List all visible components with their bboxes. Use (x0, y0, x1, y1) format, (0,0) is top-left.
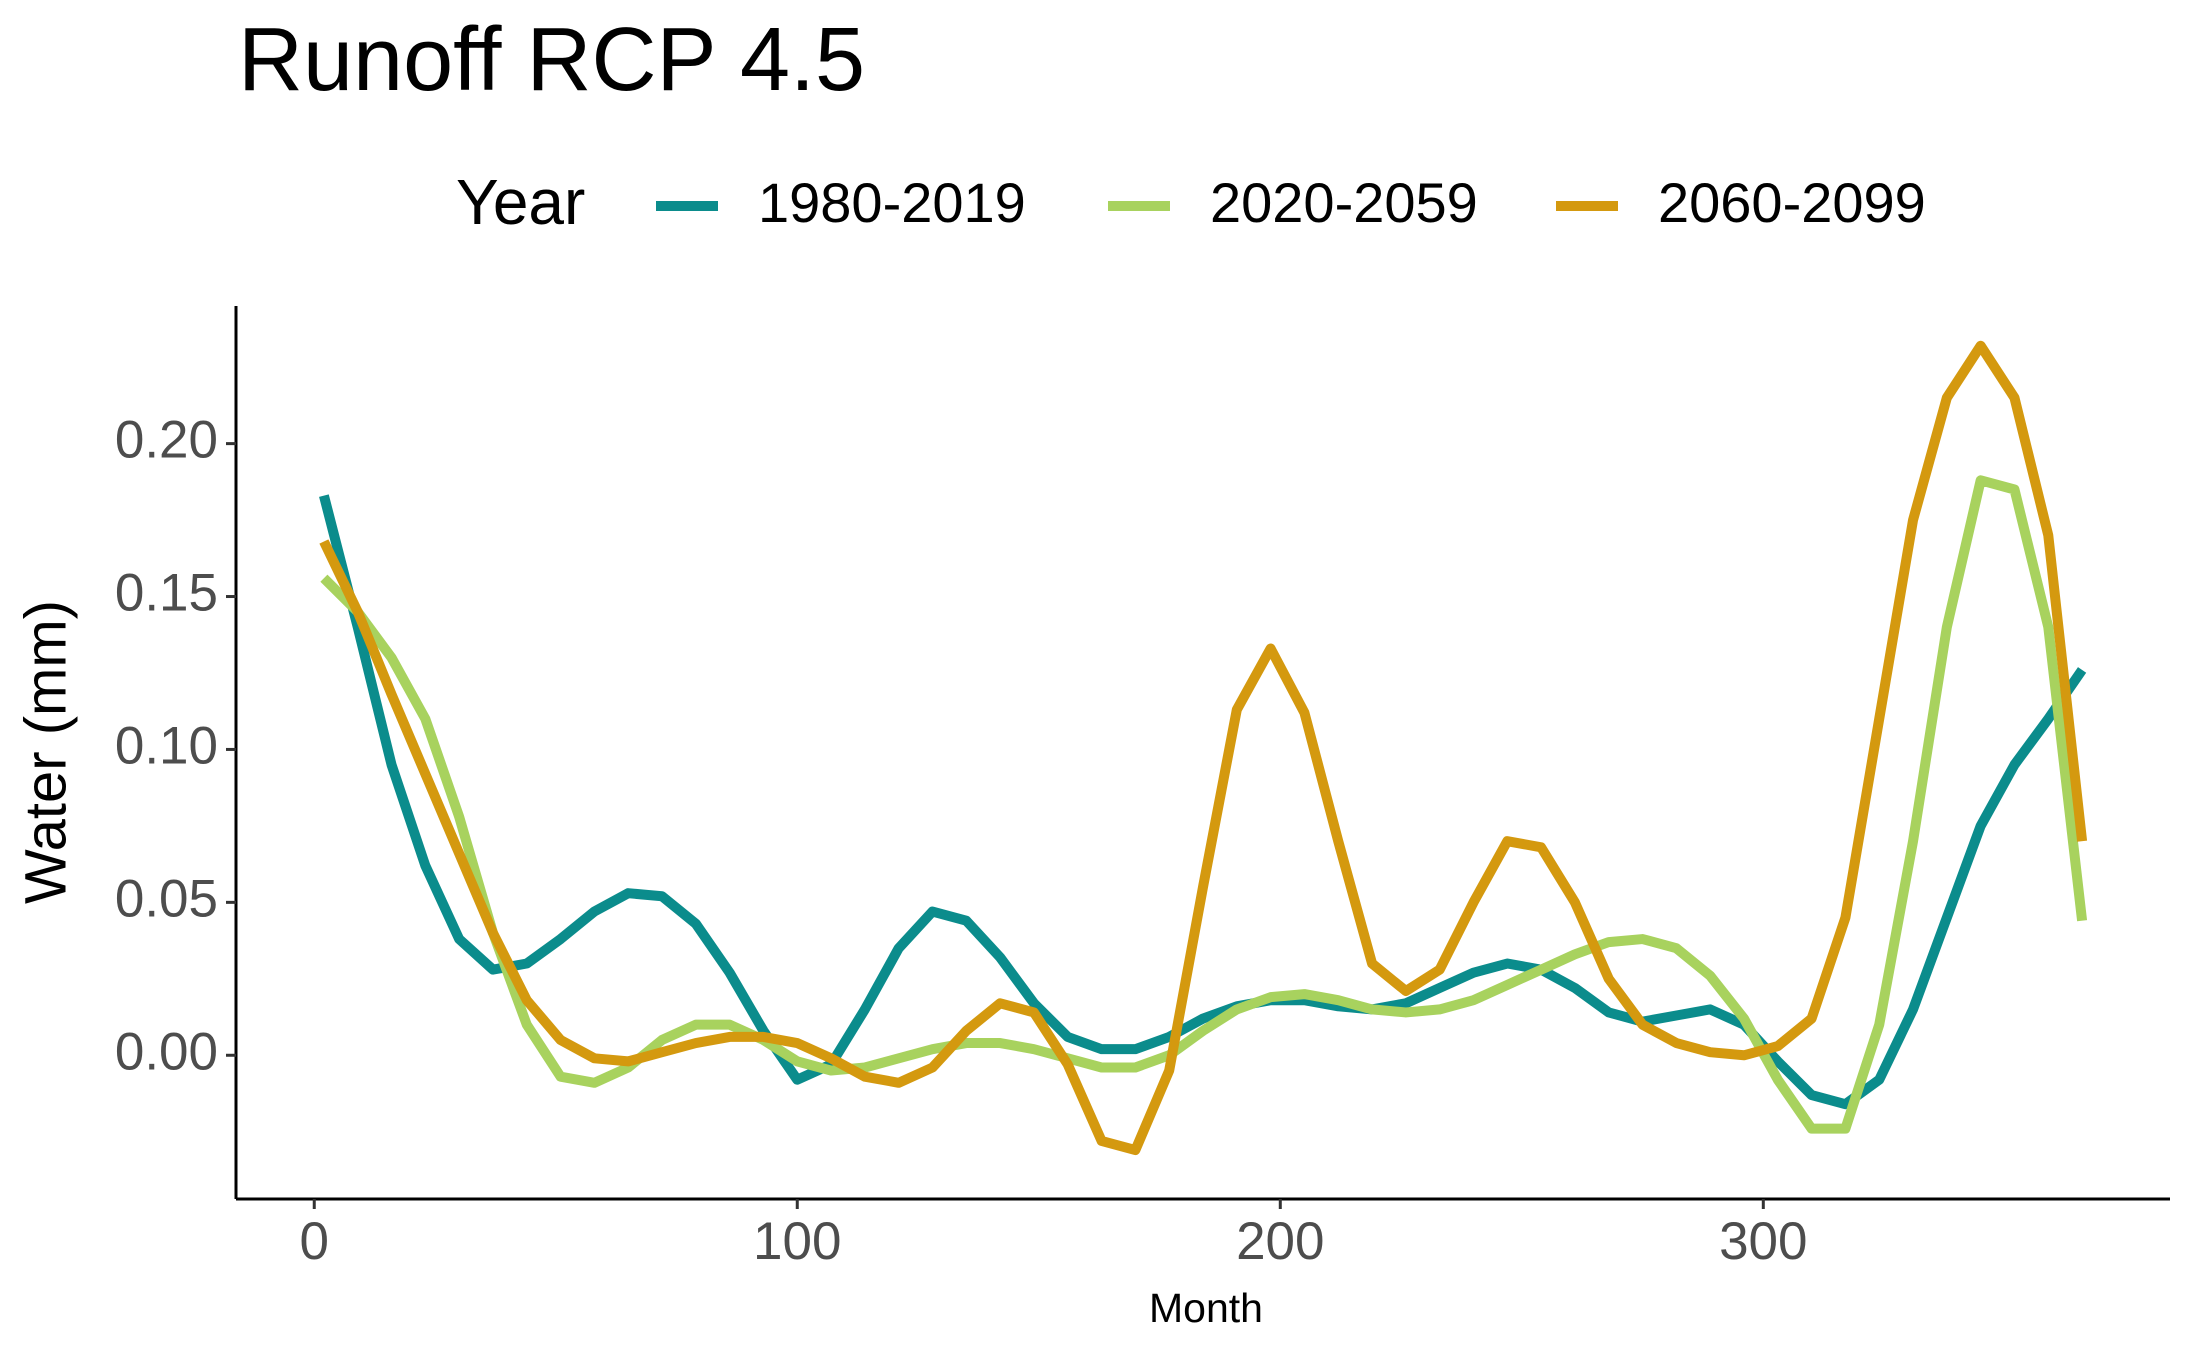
y-tick-label: 0.15 (115, 564, 218, 623)
chart-title: Runoff RCP 4.5 (238, 10, 865, 110)
legend-title: Year (456, 166, 585, 238)
y-axis-title: Water (mm) (13, 600, 78, 904)
x-axis-title: Month (1149, 1285, 1263, 1331)
y-tick-label: 0.10 (115, 716, 218, 775)
y-tick-label: 0.00 (115, 1022, 218, 1081)
legend-label: 1980-2019 (758, 171, 1026, 234)
x-tick-label: 100 (753, 1212, 841, 1271)
legend-label: 2020-2059 (1210, 171, 1478, 234)
series-line (320, 475, 2088, 1134)
x-tick-label: 0 (300, 1212, 329, 1271)
series-line (319, 494, 2087, 1110)
legend-label: 2060-2099 (1658, 171, 1926, 234)
y-tick-label: 0.20 (115, 411, 218, 470)
x-tick-label: 200 (1236, 1212, 1324, 1271)
x-tick-label: 300 (1719, 1212, 1807, 1271)
series-line (319, 340, 2088, 1156)
y-tick-label: 0.05 (115, 869, 218, 928)
